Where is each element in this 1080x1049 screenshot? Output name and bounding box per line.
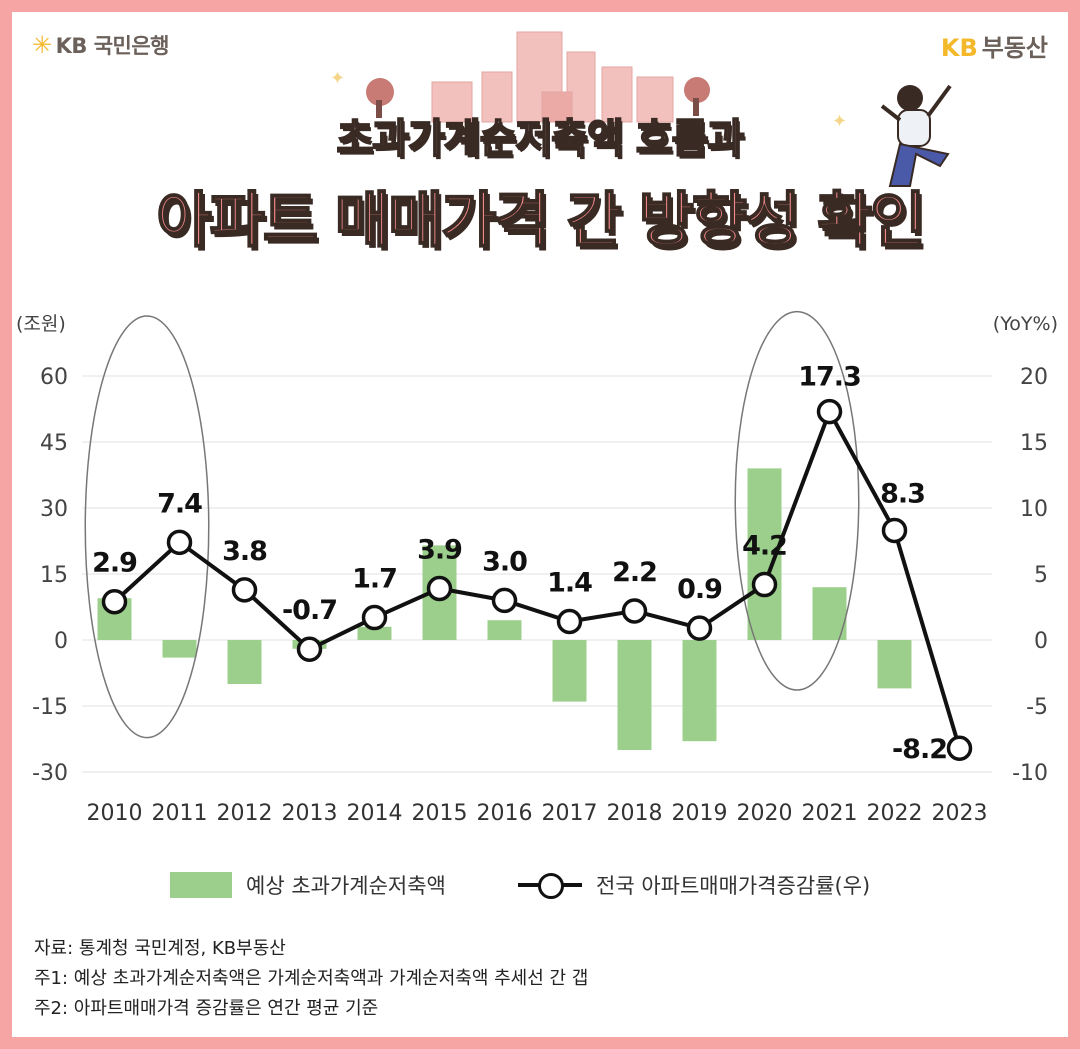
bar: [357, 626, 392, 640]
price-point: [491, 587, 518, 614]
y-right-tick: -10: [1012, 761, 1048, 786]
price-point: [946, 735, 973, 761]
note-1: 주1: 예상 초과가계순저축액은 가계순저축액과 가계순저축액 추세선 간 갭: [34, 968, 589, 989]
price-line: [113, 409, 962, 749]
x-tick: 2021: [802, 801, 858, 826]
price-point: [361, 604, 388, 631]
x-tick: 2018: [607, 801, 663, 826]
x-tick: 2010: [87, 801, 143, 826]
bar: [227, 640, 262, 684]
price-data-label: 3.8: [222, 536, 267, 567]
bar: [617, 640, 652, 750]
price-data-label: 4.2: [742, 531, 787, 562]
kb-bank-logo: ✳ KB 국민은행: [32, 31, 169, 59]
price-data-label: 0.9: [677, 574, 722, 605]
y-right-tick: 10: [1020, 497, 1048, 522]
bar: [162, 640, 197, 658]
y-left-tick: -15: [32, 695, 68, 720]
price-point: [556, 608, 583, 635]
x-tick: 2012: [217, 801, 273, 826]
bar: [812, 587, 847, 640]
y-left-tick: 45: [40, 431, 68, 456]
x-tick: 2017: [542, 801, 598, 826]
jumping-person-icon: [880, 84, 952, 187]
price-point: [296, 636, 323, 662]
y-right-tick: 0: [1034, 629, 1048, 654]
y-left-unit: (조원): [16, 313, 66, 335]
legend-line-swatch: [518, 872, 582, 899]
x-tick: 2014: [347, 801, 403, 826]
y-left-tick: 30: [40, 497, 68, 522]
highlight-ellipse: [734, 310, 860, 691]
y-right-tick: 5: [1034, 563, 1048, 588]
infographic-card: ✳KB 국민은행 KB부동산 ✦ ✦ ✦ 초과가계순저축액 흐름: [12, 12, 1068, 1037]
city-buildings-icon: ✦ ✦ ✦: [330, 31, 847, 132]
price-point: [751, 571, 778, 598]
price-data-label: -0.7: [282, 595, 337, 626]
legend-bar-swatch: [170, 872, 232, 898]
legend-item-price: 전국 아파트매매가격증감률(우): [518, 870, 870, 900]
y-right-tick: 15: [1020, 431, 1048, 456]
y-left-tick: 60: [40, 365, 68, 390]
y-right-tick: 20: [1020, 365, 1048, 390]
x-tick: 2011: [152, 801, 208, 826]
x-tick: 2023: [932, 801, 988, 826]
price-data-label: 8.3: [880, 478, 925, 509]
legend-label-savings: 예상 초과가계순저축액: [246, 874, 446, 898]
y-left-tick: -30: [32, 761, 68, 786]
price-data-label: 17.3: [798, 362, 861, 393]
price-data-label: 2.2: [612, 557, 657, 588]
x-tick: 2013: [282, 801, 338, 826]
note-2: 주2: 아파트매매가격 증감률은 연간 평균 기준: [34, 998, 379, 1019]
price-point: [686, 615, 713, 641]
price-point: [816, 398, 843, 425]
bar: [487, 620, 522, 640]
kb-star-icon: ✳: [32, 31, 52, 59]
svg-text:✦: ✦: [330, 68, 345, 89]
x-tick: 2022: [867, 801, 923, 826]
x-tick: 2019: [672, 801, 728, 826]
y-right-unit: (YoY%): [993, 313, 1058, 335]
price-data-label: 2.9: [92, 548, 137, 579]
price-data-label: 1.7: [352, 564, 397, 595]
chart-legend: 예상 초과가계순저축액 전국 아파트매매가격증감률(우): [12, 870, 1068, 910]
price-point: [166, 529, 193, 556]
note-source: 자료: 통계청 국민계정, KB부동산: [34, 938, 286, 959]
x-tick: 2015: [412, 801, 468, 826]
svg-text:✦: ✦: [832, 111, 847, 132]
y-left-tick: 15: [40, 563, 68, 588]
price-point: [881, 517, 908, 544]
price-point: [621, 598, 648, 624]
price-data-label: -8.2: [892, 734, 947, 765]
x-tick: 2020: [737, 801, 793, 826]
bar-line-chart: (조원) (YoY%)604530150-15-3020151050-5-1020…: [16, 310, 1058, 826]
price-data-label: 7.4: [157, 488, 202, 519]
price-point: [101, 588, 128, 615]
source-notes: 자료: 통계청 국민계정, KB부동산 주1: 예상 초과가계순저축액은 가계순…: [34, 934, 588, 1024]
price-data-label: 3.9: [417, 535, 462, 566]
price-data-label: 3.0: [482, 546, 527, 577]
y-left-tick: 0: [54, 629, 68, 654]
price-point: [231, 577, 258, 603]
x-tick: 2016: [477, 801, 533, 826]
price-point: [426, 575, 453, 602]
legend-item-savings: 예상 초과가계순저축액: [170, 870, 446, 900]
bar: [552, 640, 587, 702]
kb-realestate-logo: KB 부동산: [940, 34, 1048, 62]
price-data-label: 1.4: [547, 568, 592, 599]
title-line-1: 초과가계순저축액 흐름과: [336, 115, 746, 163]
legend-label-price: 전국 아파트매매가격증감률(우): [596, 874, 871, 898]
bar: [877, 640, 912, 689]
bar: [682, 640, 717, 742]
title-line-2: 아파트 매매가격 간 방향성 확인: [155, 185, 926, 257]
y-right-tick: -5: [1026, 695, 1048, 720]
highlight-ellipse: [84, 315, 210, 739]
